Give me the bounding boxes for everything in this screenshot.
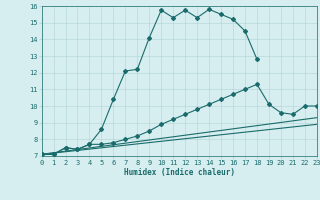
X-axis label: Humidex (Indice chaleur): Humidex (Indice chaleur) <box>124 168 235 177</box>
